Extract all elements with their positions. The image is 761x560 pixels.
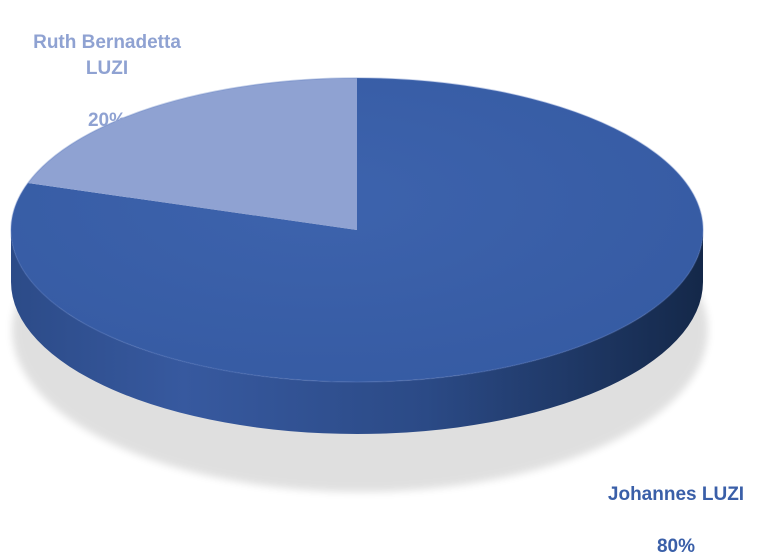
slice-ruth — [27, 78, 357, 230]
data-label-value: 20% — [87, 110, 127, 131]
data-label-ruth: Ruth Bernadetta LUZI 20% — [22, 4, 192, 134]
pie-side-wall — [11, 230, 703, 434]
side-wall-slice-johannes — [11, 230, 703, 434]
data-label-name: Johannes LUZI — [607, 484, 745, 505]
data-label-name: Ruth Bernadetta LUZI — [33, 32, 181, 79]
data-label-johannes: Johannes LUZI 80% — [591, 456, 761, 560]
pie-top-face — [10, 77, 704, 383]
pie-chart — [10, 77, 708, 492]
data-label-value: 80% — [656, 536, 696, 557]
pie-rim-highlight — [10, 77, 704, 383]
